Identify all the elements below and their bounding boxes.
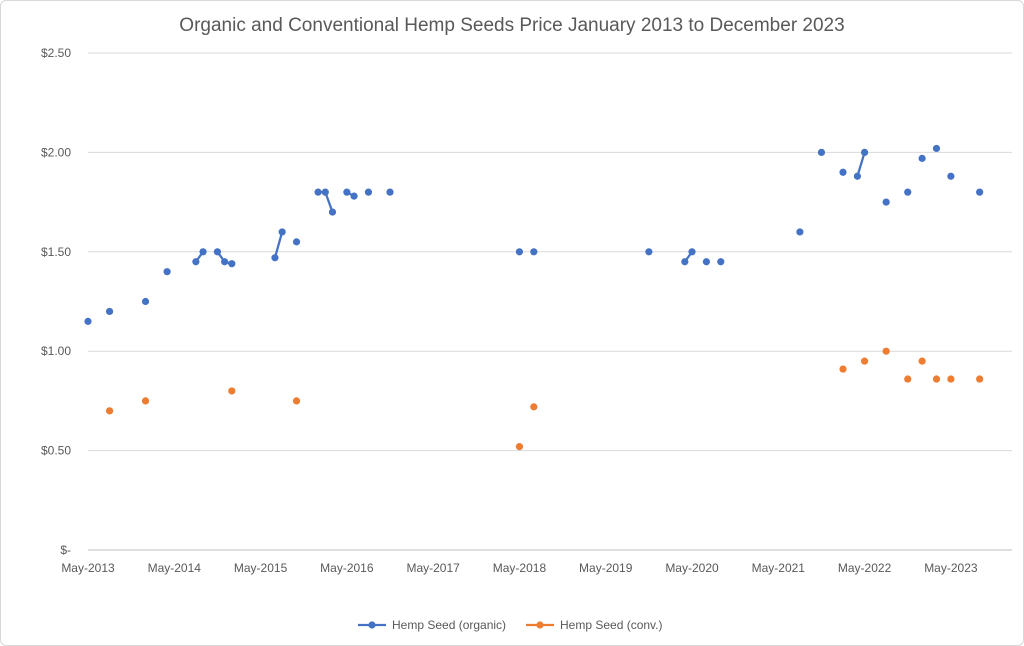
data-point [530,403,538,411]
y-axis-tick-labels: $- $0.50 $1.00 $1.50 $2.00 $2.50 [41,46,71,557]
data-point [817,148,826,156]
data-point [904,375,912,383]
data-point [350,192,358,200]
y-tick-label: $2.00 [41,145,71,159]
data-point [688,248,696,256]
legend-item: Hemp Seed (conv.) [526,618,663,632]
chart-title: Organic and Conventional Hemp Seeds Pric… [179,15,844,36]
data-point [386,188,394,196]
legend-label: Hemp Seed (organic) [392,618,506,632]
data-point [839,168,847,176]
legend-swatch-marker [368,621,376,629]
y-tick-label: $1.00 [41,344,71,358]
data-point [221,258,229,266]
legend-label: Hemp Seed (conv.) [560,618,663,632]
x-tick-label: May-2013 [61,561,115,575]
x-tick-label: May-2014 [148,561,202,575]
data-point [882,198,890,206]
data-point [105,407,114,415]
data-point [84,317,92,325]
y-tick-label: $- [60,543,71,557]
data-point [228,387,236,395]
data-point [314,188,322,196]
data-point [364,188,373,196]
legend-item: Hemp Seed (organic) [358,618,506,632]
x-tick-label: May-2018 [493,561,547,575]
data-point [278,228,286,236]
series-organic [84,144,984,325]
data-point [645,248,653,256]
series-line [273,231,284,259]
data-point [530,248,538,256]
data-point [976,375,984,383]
x-axis-tick-labels: May-2013 May-2014 May-2015 May-2016 May-2017… [61,561,978,575]
data-point [702,258,710,266]
data-point [796,228,804,236]
series-conventional [105,347,984,451]
data-point [860,357,869,365]
data-point [681,258,689,266]
gridlines [88,52,1012,551]
x-tick-label: May-2023 [924,561,978,575]
data-point [976,188,984,196]
x-tick-label: May-2015 [234,561,288,575]
x-tick-label: May-2021 [752,561,806,575]
series-line [856,152,866,177]
y-tick-label: $2.50 [41,46,71,60]
x-tick-label: May-2019 [579,561,633,575]
data-point [141,297,150,306]
data-point [292,238,301,246]
data-point [328,208,337,216]
data-point [932,144,941,153]
legend-swatch-marker [536,621,544,629]
data-point [947,375,955,383]
data-point [141,397,150,405]
data-point [860,148,869,156]
data-point [918,357,926,365]
data-point [105,307,114,316]
x-tick-label: May-2020 [665,561,719,575]
data-point [271,254,279,262]
data-point [515,443,524,451]
series-layer [84,144,984,451]
data-point [932,375,941,383]
data-point [904,188,912,196]
data-point [947,172,955,180]
data-point [213,248,222,256]
data-point [321,188,329,196]
data-point [228,260,236,268]
x-tick-label: May-2017 [406,561,460,575]
legend: Hemp Seed (organic) Hemp Seed (conv.) [358,618,663,632]
x-tick-label: May-2022 [838,561,892,575]
data-point [717,258,725,266]
data-point [163,268,171,276]
x-tick-label: May-2016 [320,561,374,575]
data-point [343,188,351,196]
data-point [199,248,207,256]
y-tick-label: $1.50 [41,245,71,259]
data-point [918,154,926,162]
data-point [292,397,301,405]
data-point [839,365,847,373]
data-point [853,172,862,180]
y-tick-label: $0.50 [41,444,71,458]
data-point [882,347,890,355]
data-point [192,258,200,266]
data-point [515,248,524,256]
